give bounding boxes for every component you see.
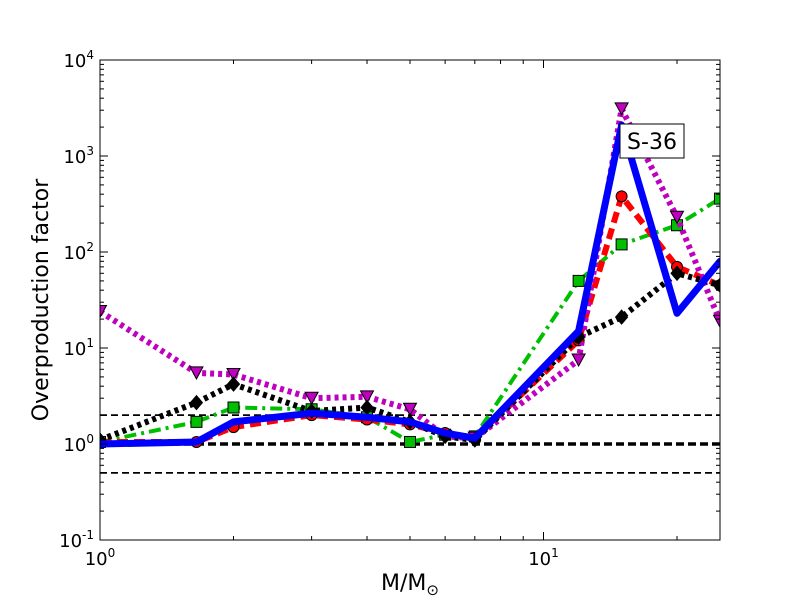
y-tick-label: 10-1 <box>59 528 94 552</box>
data-point <box>670 265 684 282</box>
data-point <box>226 376 241 392</box>
annotation-box: S-36 <box>619 123 685 159</box>
data-point <box>402 402 418 417</box>
data-point <box>404 435 416 448</box>
data-point <box>100 304 108 319</box>
data-point <box>226 367 241 382</box>
y-axis-label: Overproduction factor <box>29 178 54 421</box>
data-point <box>189 394 204 411</box>
series-line <box>100 105 720 442</box>
data-point <box>669 210 685 225</box>
annotation-label: S-36 <box>627 130 677 155</box>
y-tick-label: 101 <box>63 336 94 360</box>
data-point <box>614 309 629 325</box>
data-point <box>571 353 586 368</box>
data-point <box>713 277 720 294</box>
data-series <box>100 102 720 448</box>
data-point <box>712 314 720 329</box>
data-point <box>615 190 628 203</box>
data-point <box>190 415 203 428</box>
data-point <box>615 238 628 251</box>
x-axis-label: M/M⊙ <box>381 571 439 599</box>
x-axis-label-main: M/M <box>381 571 426 596</box>
annotation-frame <box>619 123 685 159</box>
data-point <box>614 102 629 116</box>
x-tick-label: 100 <box>85 546 116 570</box>
data-point <box>359 390 375 404</box>
y-tick-label: 103 <box>63 144 94 168</box>
series-line <box>100 196 720 444</box>
data-point <box>189 366 204 380</box>
y-tick-label: 100 <box>63 432 94 456</box>
data-point <box>304 391 319 406</box>
data-point <box>714 192 720 205</box>
data-point <box>227 401 240 414</box>
x-axis-label-subscript: ⊙ <box>426 581 439 599</box>
x-tick-label: 101 <box>528 546 559 570</box>
y-tick-label: 102 <box>63 240 94 264</box>
y-tick-label: 104 <box>63 48 94 72</box>
data-point <box>572 274 585 287</box>
